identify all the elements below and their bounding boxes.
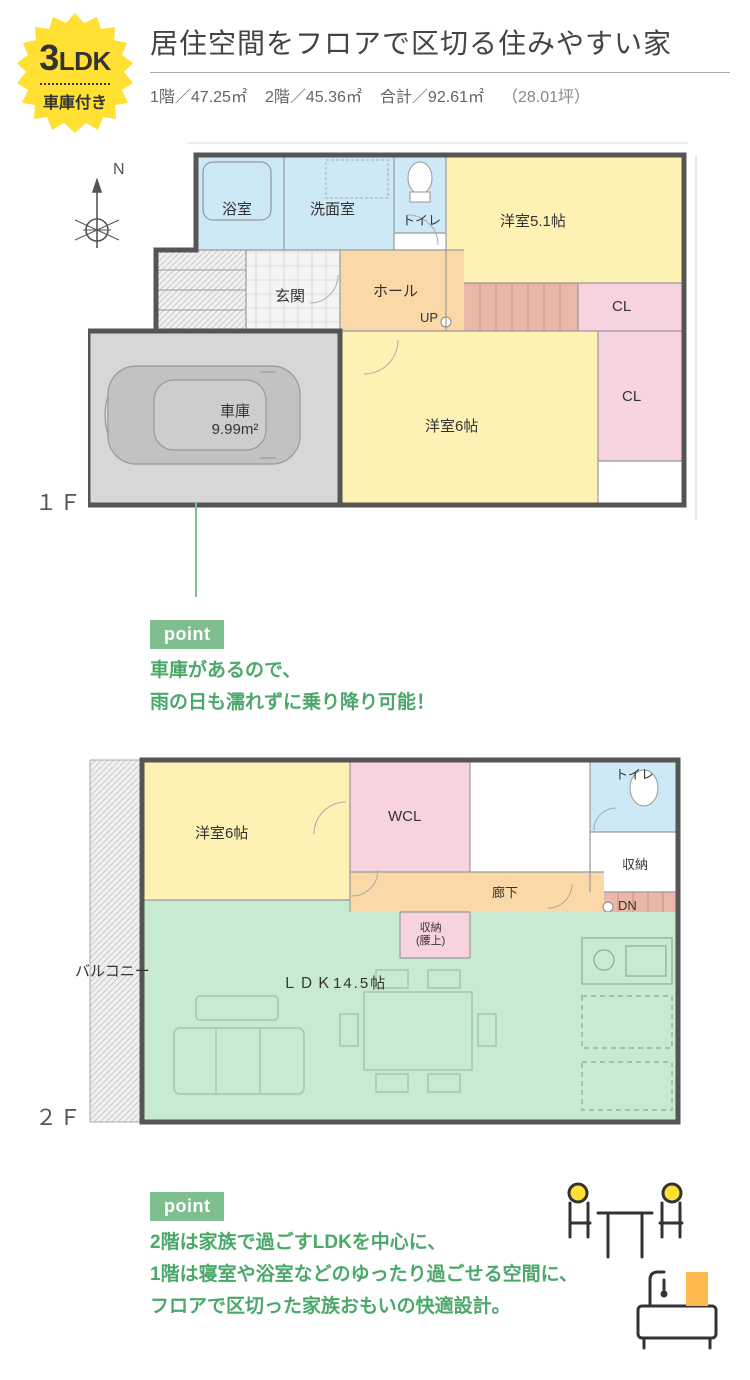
- f1-toilet: トイレ: [402, 210, 441, 229]
- f1-hall: ホール: [373, 280, 418, 301]
- type-badge: 3LDK 車庫付き: [10, 10, 140, 140]
- point-1: point 車庫があるので、 雨の日も濡れずに乗り降り可能！: [150, 620, 750, 720]
- title-block: 居住空間をフロアで区切る住みやすい家 1階／47.25㎡ 2階／45.36㎡ 合…: [150, 10, 730, 107]
- f1-bedroom-a: 洋室5.1帖: [500, 210, 566, 231]
- floor-1-plan: [88, 140, 708, 540]
- floor-2: ２Ｆ: [0, 742, 750, 1162]
- point-2-tag: point: [150, 1192, 224, 1221]
- f2-storage2: 収納(腰上): [416, 922, 445, 948]
- f1-bedroom-b: 洋室6帖: [425, 415, 478, 436]
- floor-1-label: １Ｆ: [35, 485, 83, 517]
- f1-cl-b: CL: [622, 388, 641, 405]
- page-title: 居住空間をフロアで区切る住みやすい家: [150, 22, 730, 73]
- header: 3LDK 車庫付き 居住空間をフロアで区切る住みやすい家 1階／47.25㎡ 2…: [0, 0, 750, 140]
- floor-2-plan: [78, 742, 718, 1142]
- f2-balcony: バルコニー: [75, 960, 150, 981]
- area-specs: 1階／47.25㎡ 2階／45.36㎡ 合計／92.61㎡ （28.01坪）: [150, 83, 730, 107]
- f1-bath: 浴室: [222, 198, 252, 219]
- f2-dn: DN: [618, 898, 637, 913]
- f1-up: UP: [420, 310, 438, 325]
- point-1-tag: point: [150, 620, 224, 649]
- f1-garage: 車庫9.99m²: [195, 400, 275, 438]
- bath-icon: [630, 1262, 725, 1357]
- f2-toilet: トイレ: [615, 764, 654, 783]
- f1-washroom: 洗面室: [310, 198, 355, 219]
- f2-ldk: ＬＤＫ14.5帖: [282, 972, 387, 993]
- f1-cl-a: CL: [612, 298, 631, 315]
- f2-bedroom: 洋室6帖: [195, 822, 248, 843]
- dining-icon: [560, 1177, 690, 1267]
- f2-storage: 収納: [622, 854, 648, 873]
- floor-1: １Ｆ N: [0, 140, 750, 610]
- f1-genkan: 玄関: [275, 285, 305, 306]
- f2-wcl: WCL: [388, 808, 421, 825]
- point-1-leader: [195, 502, 197, 597]
- f2-corridor: 廊下: [492, 882, 518, 901]
- point-1-text: 車庫があるので、 雨の日も濡れずに乗り降り可能！: [150, 655, 750, 720]
- badge-type: 3LDK: [39, 37, 110, 79]
- badge-subtitle: 車庫付き: [43, 89, 107, 113]
- floor-2-label: ２Ｆ: [35, 1100, 83, 1132]
